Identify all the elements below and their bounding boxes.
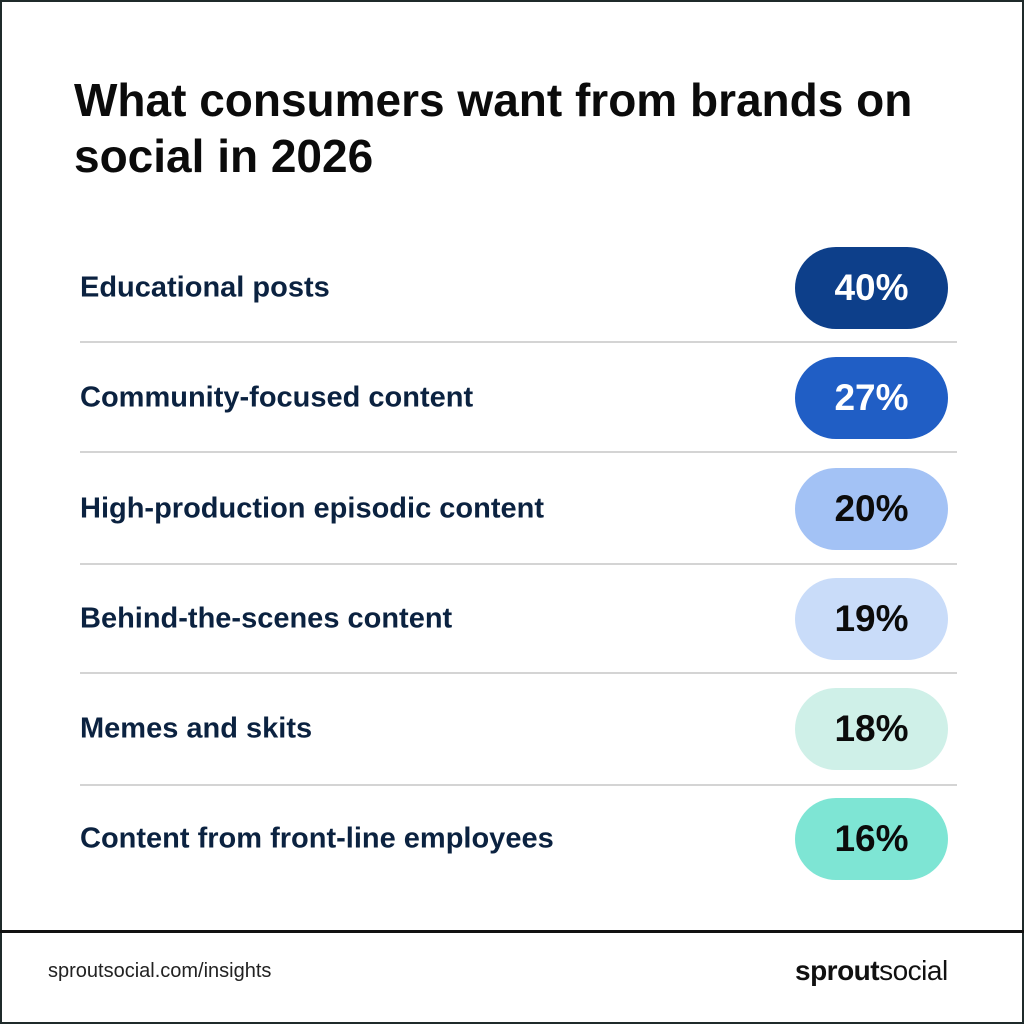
- row-label: Educational posts: [80, 271, 330, 304]
- footer-url: sproutsocial.com/insights: [48, 960, 272, 982]
- table-row: Community-focused content 27%: [80, 343, 957, 453]
- table-row: Educational posts 40%: [80, 233, 957, 343]
- row-label: Memes and skits: [80, 712, 313, 745]
- value-pill: 40%: [795, 247, 948, 329]
- row-divider: [80, 563, 957, 565]
- table-row: High-production episodic content 20%: [80, 454, 957, 564]
- value-pill: 20%: [795, 468, 948, 550]
- value-pill: 19%: [795, 578, 948, 660]
- footer-divider: [0, 930, 1024, 933]
- row-divider: [80, 784, 957, 786]
- row-label: High-production episodic content: [80, 492, 544, 525]
- row-divider: [80, 341, 957, 343]
- logo-bold-part: sprout: [795, 955, 880, 986]
- value-pill: 16%: [795, 798, 948, 880]
- row-label: Behind-the-scenes content: [80, 602, 453, 635]
- table-row: Content from front-line employees 16%: [80, 784, 957, 894]
- sprout-social-logo: sproutsocial: [795, 955, 948, 987]
- row-divider: [80, 672, 957, 674]
- row-label: Community-focused content: [80, 381, 474, 414]
- table-row: Memes and skits 18%: [80, 674, 957, 784]
- value-pill: 27%: [795, 357, 948, 439]
- table-row: Behind-the-scenes content 19%: [80, 564, 957, 674]
- row-label: Content from front-line employees: [80, 822, 554, 855]
- value-pill: 18%: [795, 688, 948, 770]
- row-divider: [80, 451, 957, 453]
- chart-title: What consumers want from brands on socia…: [74, 74, 913, 182]
- logo-light-part: social: [879, 955, 948, 986]
